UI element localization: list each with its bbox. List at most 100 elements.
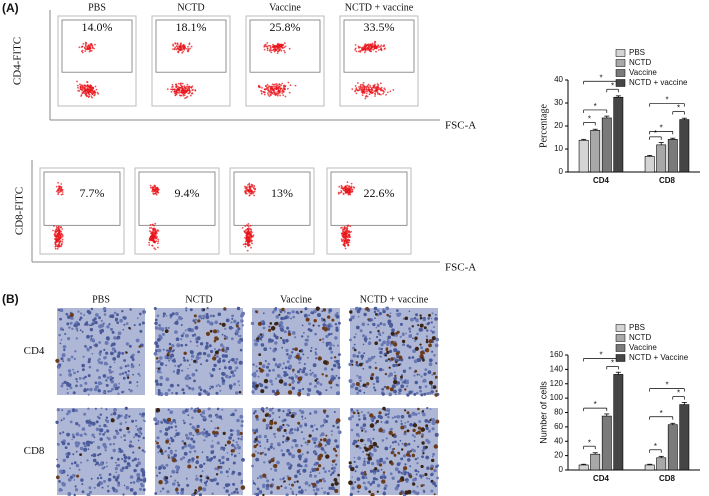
- flow-plot: 14.0%: [57, 15, 137, 107]
- event-dot: [359, 87, 362, 89]
- nucleus: [288, 364, 293, 369]
- nucleus: [255, 369, 259, 373]
- y-tick-label: 160: [550, 350, 564, 359]
- nucleus: [418, 327, 423, 332]
- nucleus: [123, 359, 126, 362]
- event-dot: [246, 231, 249, 234]
- nucleus: [282, 435, 285, 438]
- nucleus: [322, 341, 325, 344]
- stained-cell: [167, 456, 170, 459]
- legend-swatch: [615, 354, 626, 362]
- stained-cell: [350, 466, 355, 472]
- nucleus: [93, 344, 95, 347]
- nucleus: [318, 440, 321, 444]
- stained-cell: [305, 317, 310, 322]
- nucleus: [376, 483, 381, 488]
- event-dot: [266, 49, 269, 52]
- event-dot: [365, 89, 367, 91]
- nucleus: [238, 452, 240, 455]
- nucleus: [236, 418, 240, 423]
- stained-cell: [409, 450, 412, 453]
- stained-cell: [397, 363, 401, 367]
- nucleus: [117, 414, 121, 418]
- nucleus: [390, 427, 393, 431]
- stained-cell: [286, 437, 290, 441]
- nucleus: [395, 393, 397, 396]
- stained-cell: [414, 369, 418, 373]
- nucleus: [231, 412, 235, 417]
- nucleus: [165, 480, 169, 484]
- nucleus: [348, 416, 352, 421]
- nucleus: [280, 449, 283, 452]
- event-dot: [247, 228, 250, 231]
- event-dot: [250, 246, 252, 249]
- stained-cell: [349, 310, 353, 314]
- nucleus: [363, 312, 367, 317]
- nucleus: [240, 419, 244, 423]
- nucleus: [271, 407, 274, 410]
- nucleus: [352, 353, 357, 358]
- nucleus: [155, 382, 159, 386]
- nucleus: [293, 439, 297, 443]
- nucleus: [189, 364, 191, 366]
- nucleus: [285, 373, 289, 377]
- nucleus: [334, 336, 338, 340]
- nucleus: [373, 472, 376, 475]
- nucleus: [286, 353, 289, 356]
- event-dot: [245, 190, 248, 193]
- nucleus: [98, 417, 101, 420]
- event-dot: [180, 82, 182, 85]
- nucleus: [355, 423, 359, 427]
- nucleus: [356, 409, 359, 412]
- event-dot: [384, 88, 386, 91]
- stained-cell: [423, 326, 427, 330]
- nucleus: [90, 454, 93, 457]
- nucleus: [201, 470, 204, 473]
- event-dot: [280, 46, 282, 48]
- nucleus: [93, 387, 98, 392]
- nucleus: [128, 388, 131, 391]
- column-label: NCTD: [185, 294, 212, 305]
- nucleus: [172, 370, 176, 373]
- nucleus: [69, 467, 71, 470]
- event-dot: [194, 89, 197, 92]
- nucleus: [60, 338, 63, 341]
- nucleus: [418, 412, 420, 415]
- nucleus: [236, 429, 240, 433]
- nucleus: [350, 359, 354, 363]
- nucleus: [303, 313, 308, 318]
- nucleus: [64, 446, 68, 449]
- event-dot: [346, 187, 349, 190]
- gate-percentage: 7.7%: [80, 186, 105, 200]
- nucleus: [357, 315, 360, 318]
- nucleus: [411, 448, 415, 452]
- event-dot: [288, 47, 291, 50]
- nucleus: [179, 457, 183, 461]
- nucleus: [426, 466, 430, 470]
- nucleus: [221, 333, 224, 336]
- stained-cell: [257, 321, 262, 326]
- event-dot: [358, 86, 360, 88]
- nucleus: [251, 464, 255, 468]
- nucleus: [241, 340, 244, 342]
- nucleus: [405, 380, 410, 385]
- nucleus: [375, 376, 380, 380]
- nucleus: [396, 484, 400, 487]
- event-dot: [250, 192, 253, 194]
- nucleus: [387, 335, 392, 340]
- nucleus: [189, 423, 192, 426]
- event-dot: [252, 192, 255, 195]
- event-dot: [81, 45, 84, 48]
- nucleus: [304, 339, 307, 341]
- nucleus: [407, 414, 412, 418]
- nucleus: [130, 364, 135, 369]
- stained-cell: [165, 476, 169, 480]
- nucleus: [69, 321, 73, 325]
- nucleus: [420, 375, 423, 378]
- nucleus: [239, 414, 244, 419]
- nucleus: [230, 433, 234, 437]
- stained-cell: [422, 452, 425, 455]
- nucleus: [412, 337, 414, 340]
- nucleus: [106, 465, 108, 468]
- nucleus: [171, 391, 174, 395]
